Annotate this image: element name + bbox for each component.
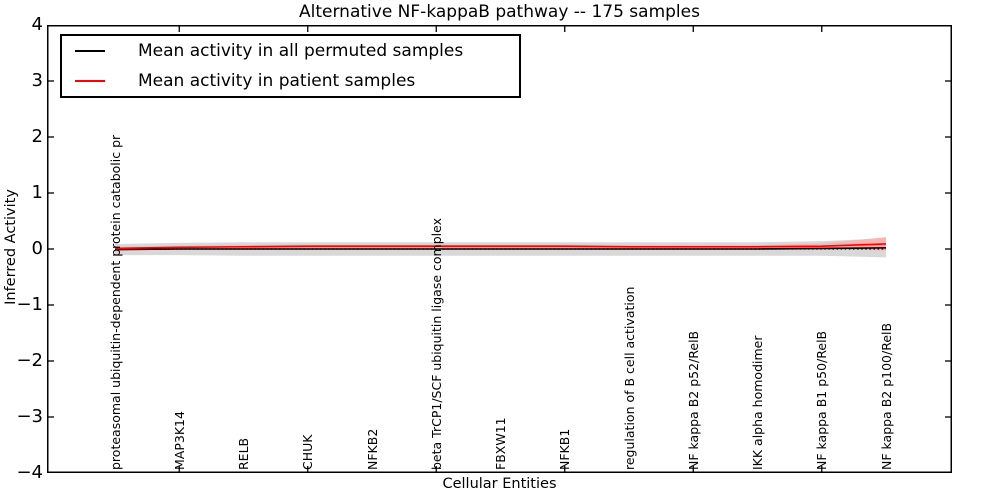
legend-entry-patient: Mean activity in patient samples bbox=[62, 66, 519, 96]
legend-entry-permuted: Mean activity in all permuted samples bbox=[62, 36, 519, 66]
x-category-label: regulation of B cell activation bbox=[621, 286, 637, 470]
x-category-label: IKK alpha homodimer bbox=[750, 335, 765, 471]
x-category-label: MAP3K14 bbox=[171, 411, 187, 470]
x-category-label: NF kappa B2 p100/RelB bbox=[878, 322, 894, 470]
y-tick-label: 2 bbox=[31, 126, 43, 147]
y-tick-label: 0 bbox=[31, 238, 43, 259]
x-axis-label: Cellular Entities bbox=[442, 476, 557, 492]
y-tick-label: 1 bbox=[31, 182, 43, 203]
y-tick-label: −2 bbox=[16, 350, 43, 371]
chart-title: Alternative NF-kappaB pathway -- 175 sam… bbox=[299, 2, 700, 22]
y-tick-label: −3 bbox=[16, 406, 43, 427]
axes-frame bbox=[47, 25, 952, 473]
x-category-label: NF kappa B2 p52/RelB bbox=[685, 330, 701, 470]
x-category-label: FBXW11 bbox=[493, 417, 508, 470]
x-category-label: NF kappa B1 p50/RelB bbox=[814, 330, 830, 470]
mean-line bbox=[114, 243, 887, 250]
patient-line-swatch bbox=[75, 80, 105, 82]
y-tick-label: −1 bbox=[16, 294, 43, 315]
plot-lines-svg bbox=[47, 25, 952, 473]
legend-box: Mean activity in all permuted samples Me… bbox=[60, 34, 521, 98]
x-category-label: beta TrCP1/SCF ubiquitin ligase complex bbox=[428, 218, 444, 470]
plot-area: proteasomal ubiquitin-dependent protein … bbox=[47, 25, 952, 473]
permuted-line-swatch bbox=[75, 50, 105, 52]
x-category-label: NFKB1 bbox=[557, 428, 573, 470]
x-category-label: CHUK bbox=[300, 434, 316, 470]
mean-line bbox=[114, 247, 887, 251]
legend-label-patient: Mean activity in patient samples bbox=[138, 71, 416, 91]
legend-label-permuted: Mean activity in all permuted samples bbox=[138, 41, 464, 61]
x-category-label: RELB bbox=[236, 437, 251, 470]
y-axis-label: Inferred Activity bbox=[3, 189, 19, 305]
x-category-label: NFKB2 bbox=[364, 428, 380, 470]
x-category-label: proteasomal ubiquitin-dependent protein … bbox=[107, 134, 123, 470]
y-tick-label: −4 bbox=[16, 462, 43, 483]
y-tick-label: 3 bbox=[31, 70, 43, 91]
y-tick-label: 4 bbox=[31, 14, 43, 35]
